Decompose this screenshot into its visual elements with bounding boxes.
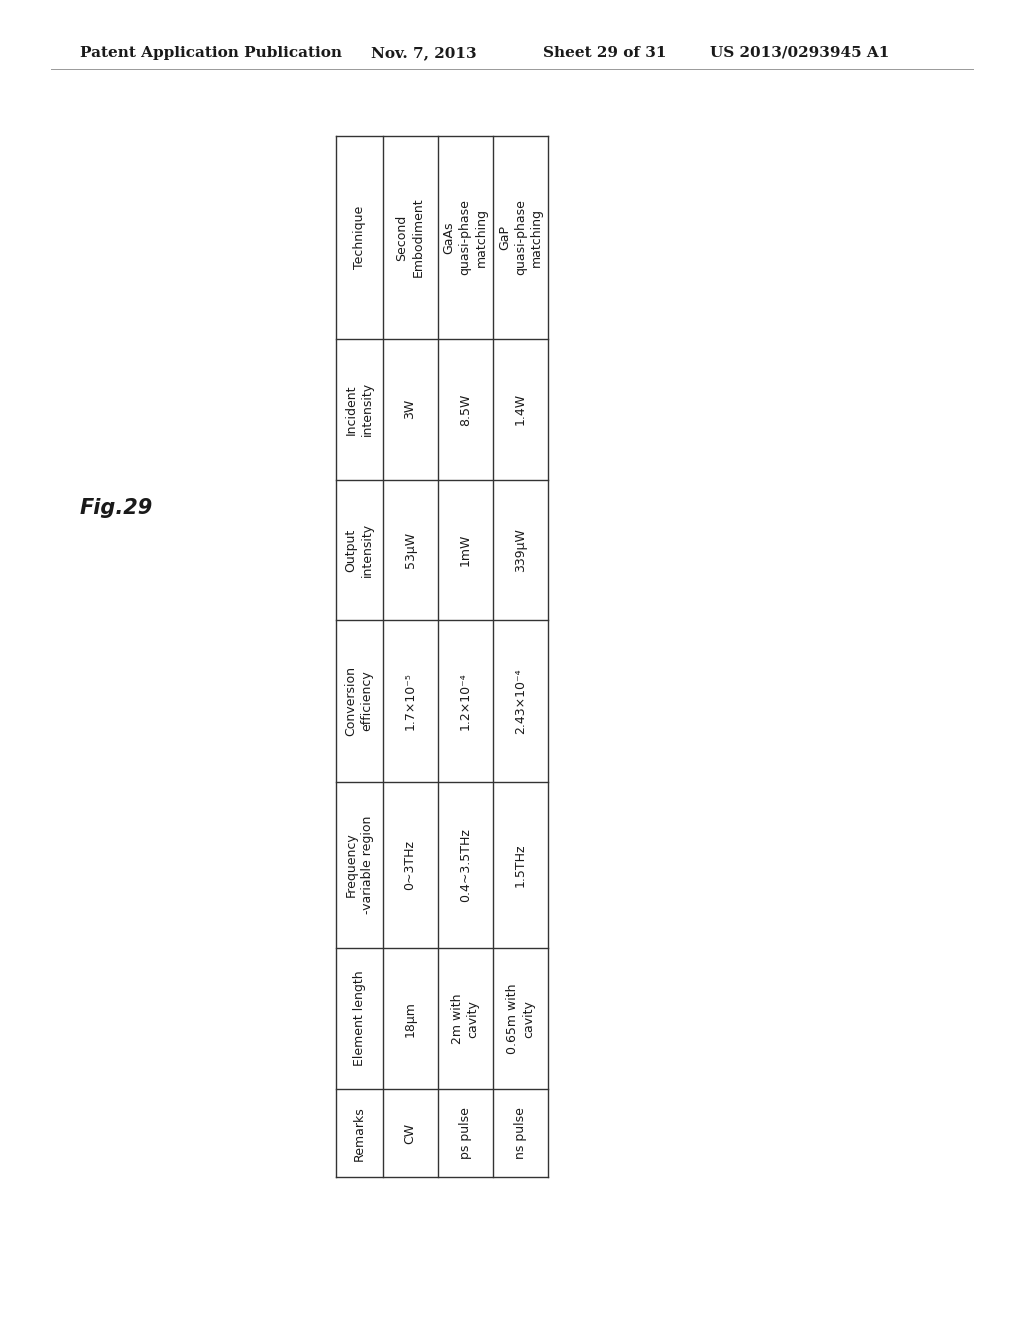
Text: Frequency
-variable region: Frequency -variable region bbox=[345, 816, 374, 915]
Text: GaAs
quasi-phase
matching: GaAs quasi-phase matching bbox=[442, 199, 487, 276]
Text: US 2013/0293945 A1: US 2013/0293945 A1 bbox=[710, 46, 889, 59]
Text: Second
Embodiment: Second Embodiment bbox=[395, 198, 425, 277]
Text: 3W: 3W bbox=[403, 399, 417, 420]
Text: CW: CW bbox=[403, 1122, 417, 1143]
Text: ns pulse: ns pulse bbox=[514, 1107, 526, 1159]
Text: 53μW: 53μW bbox=[403, 532, 417, 568]
Text: ps pulse: ps pulse bbox=[459, 1107, 472, 1159]
Text: 1.2×10⁻⁴: 1.2×10⁻⁴ bbox=[459, 672, 472, 730]
Text: Fig.29: Fig.29 bbox=[80, 498, 154, 519]
Text: 0.4~3.5THz: 0.4~3.5THz bbox=[459, 828, 472, 902]
Text: Nov. 7, 2013: Nov. 7, 2013 bbox=[371, 46, 476, 59]
Text: 339μW: 339μW bbox=[514, 528, 526, 572]
Text: 1mW: 1mW bbox=[459, 533, 472, 566]
Text: 2m with
cavity: 2m with cavity bbox=[451, 994, 479, 1044]
Text: 0~3THz: 0~3THz bbox=[403, 840, 417, 890]
Text: 18μm: 18μm bbox=[403, 1001, 417, 1036]
Text: 1.4W: 1.4W bbox=[514, 393, 526, 425]
Text: 8.5W: 8.5W bbox=[459, 393, 472, 425]
Text: 1.7×10⁻⁵: 1.7×10⁻⁵ bbox=[403, 672, 417, 730]
Text: Element length: Element length bbox=[352, 970, 366, 1067]
Text: 1.5THz: 1.5THz bbox=[514, 843, 526, 887]
Text: Technique: Technique bbox=[352, 206, 366, 269]
Text: 2.43×10⁻⁴: 2.43×10⁻⁴ bbox=[514, 668, 526, 734]
Text: Patent Application Publication: Patent Application Publication bbox=[80, 46, 342, 59]
Text: Incident
intensity: Incident intensity bbox=[345, 383, 374, 437]
Text: GaP
quasi-phase
matching: GaP quasi-phase matching bbox=[498, 199, 543, 276]
Text: Output
intensity: Output intensity bbox=[345, 523, 374, 577]
Text: Conversion
efficiency: Conversion efficiency bbox=[345, 667, 374, 737]
Text: Remarks: Remarks bbox=[352, 1106, 366, 1160]
Text: Sheet 29 of 31: Sheet 29 of 31 bbox=[543, 46, 667, 59]
Text: 0.65m with
cavity: 0.65m with cavity bbox=[506, 983, 535, 1053]
